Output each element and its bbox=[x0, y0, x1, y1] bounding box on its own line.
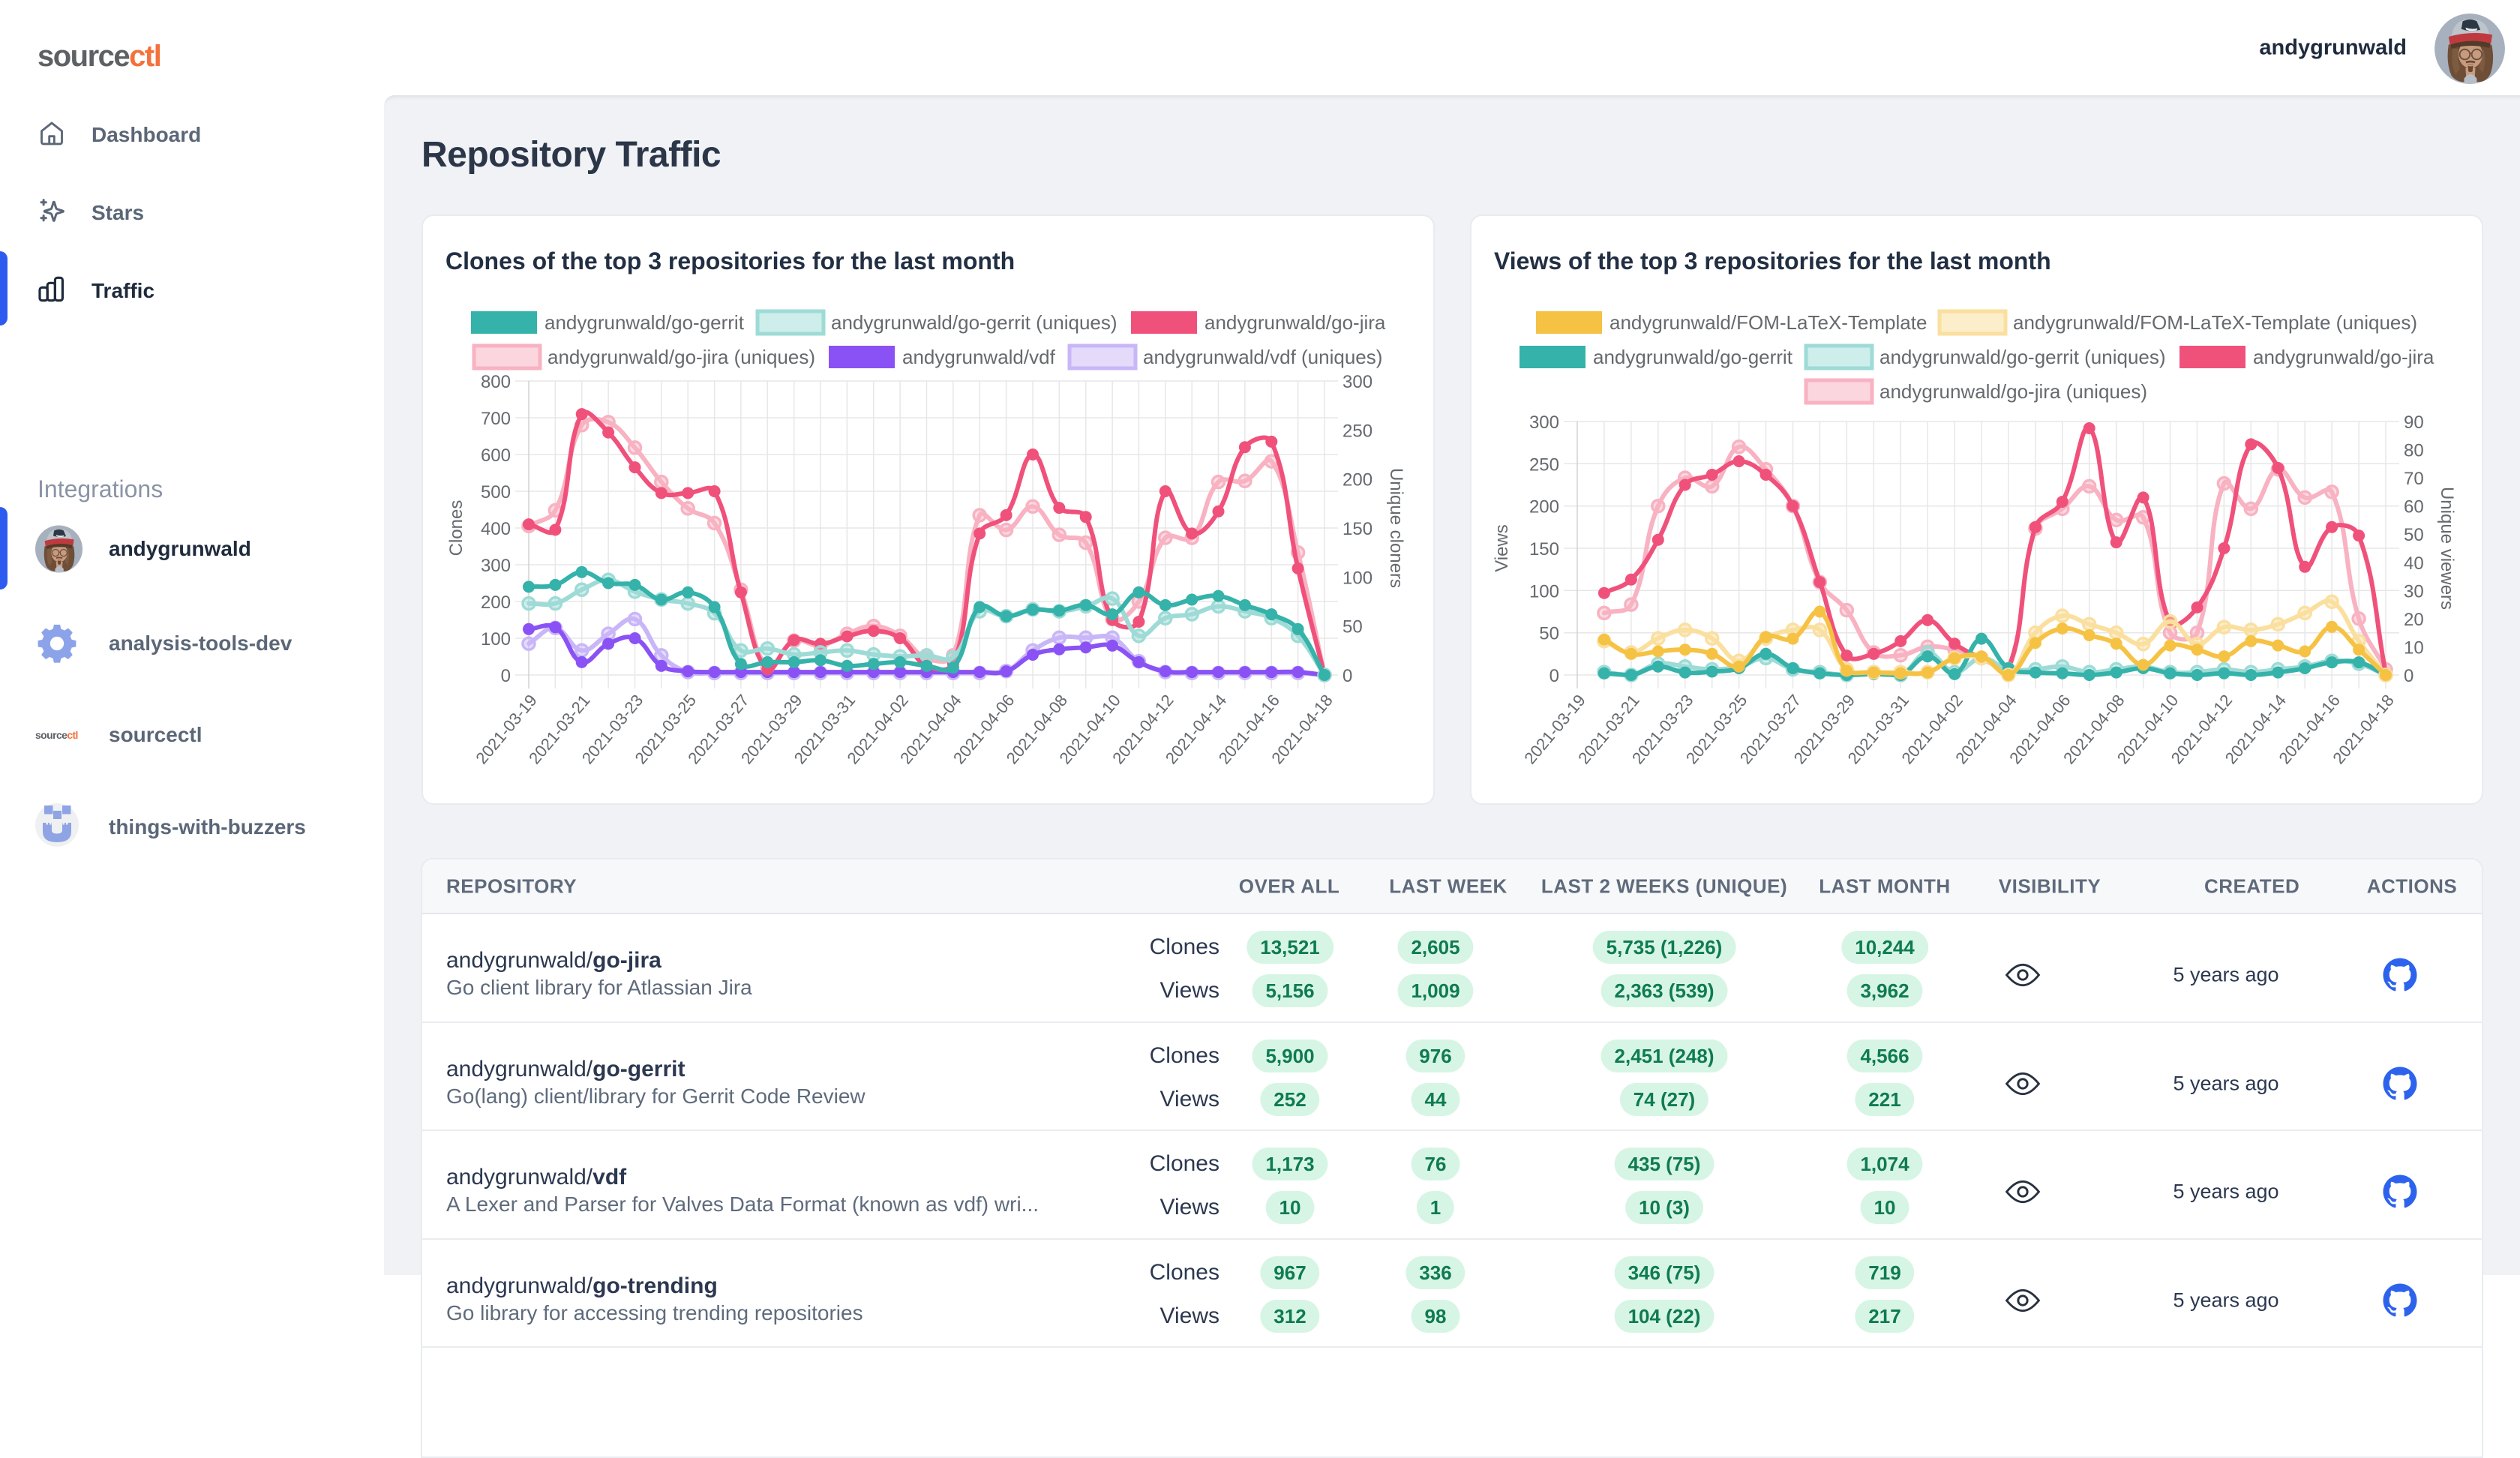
svg-text:200: 200 bbox=[1529, 497, 1559, 518]
svg-text:andygrunwald/go-gerrit (unique: andygrunwald/go-gerrit (uniques) bbox=[1880, 346, 2166, 368]
svg-text:andygrunwald/vdf (uniques): andygrunwald/vdf (uniques) bbox=[1143, 346, 1382, 368]
svg-text:700: 700 bbox=[481, 409, 511, 429]
svg-text:90: 90 bbox=[2404, 412, 2424, 433]
svg-text:andygrunwald/FOM-LaTeX-Templat: andygrunwald/FOM-LaTeX-Template (uniques… bbox=[2013, 311, 2417, 334]
svg-text:100: 100 bbox=[1342, 568, 1372, 588]
svg-text:Unique cloners: Unique cloners bbox=[1386, 468, 1406, 588]
svg-text:80: 80 bbox=[2404, 441, 2424, 461]
svg-text:50: 50 bbox=[2404, 525, 2424, 545]
svg-text:andygrunwald/go-jira: andygrunwald/go-jira bbox=[1204, 311, 1386, 334]
svg-text:0: 0 bbox=[1550, 666, 1559, 686]
svg-text:800: 800 bbox=[481, 372, 511, 392]
svg-text:Clones: Clones bbox=[446, 500, 466, 556]
svg-text:andygrunwald/go-gerrit: andygrunwald/go-gerrit bbox=[544, 311, 745, 334]
svg-text:600: 600 bbox=[481, 446, 511, 466]
svg-text:10: 10 bbox=[2404, 638, 2424, 658]
svg-text:60: 60 bbox=[2404, 497, 2424, 518]
svg-text:Views of the top 3 repositorie: Views of the top 3 repositories for the … bbox=[1494, 248, 2051, 274]
svg-text:40: 40 bbox=[2404, 554, 2424, 574]
svg-text:200: 200 bbox=[481, 592, 511, 613]
svg-text:0: 0 bbox=[1342, 666, 1352, 686]
svg-text:andygrunwald/go-jira (uniques): andygrunwald/go-jira (uniques) bbox=[1880, 380, 2147, 403]
svg-text:150: 150 bbox=[1529, 539, 1559, 560]
svg-text:50: 50 bbox=[1342, 617, 1363, 638]
svg-text:andygrunwald/go-gerrit (unique: andygrunwald/go-gerrit (uniques) bbox=[831, 311, 1118, 334]
svg-text:30: 30 bbox=[2404, 581, 2424, 602]
svg-text:100: 100 bbox=[1529, 581, 1559, 602]
svg-text:70: 70 bbox=[2404, 469, 2424, 489]
svg-text:300: 300 bbox=[1529, 412, 1559, 433]
svg-text:0: 0 bbox=[501, 666, 511, 686]
svg-text:200: 200 bbox=[1342, 470, 1372, 490]
svg-text:andygrunwald/go-jira: andygrunwald/go-jira bbox=[2253, 346, 2434, 368]
svg-text:300: 300 bbox=[1342, 372, 1372, 392]
svg-text:150: 150 bbox=[1342, 519, 1372, 539]
svg-text:100: 100 bbox=[481, 629, 511, 650]
svg-text:20: 20 bbox=[2404, 610, 2424, 630]
svg-text:400: 400 bbox=[481, 519, 511, 539]
svg-text:0: 0 bbox=[2404, 666, 2414, 686]
svg-text:250: 250 bbox=[1529, 454, 1559, 475]
svg-text:250: 250 bbox=[1342, 421, 1372, 441]
svg-text:andygrunwald/go-jira (uniques): andygrunwald/go-jira (uniques) bbox=[548, 346, 815, 368]
svg-text:Views: Views bbox=[1492, 524, 1512, 572]
svg-text:300: 300 bbox=[481, 556, 511, 576]
svg-text:andygrunwald/vdf: andygrunwald/vdf bbox=[902, 346, 1056, 368]
svg-text:500: 500 bbox=[481, 482, 511, 502]
svg-text:Clones of the top 3 repositori: Clones of the top 3 repositories for the… bbox=[446, 248, 1015, 274]
svg-text:50: 50 bbox=[1539, 624, 1559, 644]
svg-text:Unique viewers: Unique viewers bbox=[2437, 487, 2457, 610]
svg-text:andygrunwald/FOM-LaTeX-Templat: andygrunwald/FOM-LaTeX-Template bbox=[1610, 311, 1927, 334]
svg-text:andygrunwald/go-gerrit: andygrunwald/go-gerrit bbox=[1593, 346, 1793, 368]
